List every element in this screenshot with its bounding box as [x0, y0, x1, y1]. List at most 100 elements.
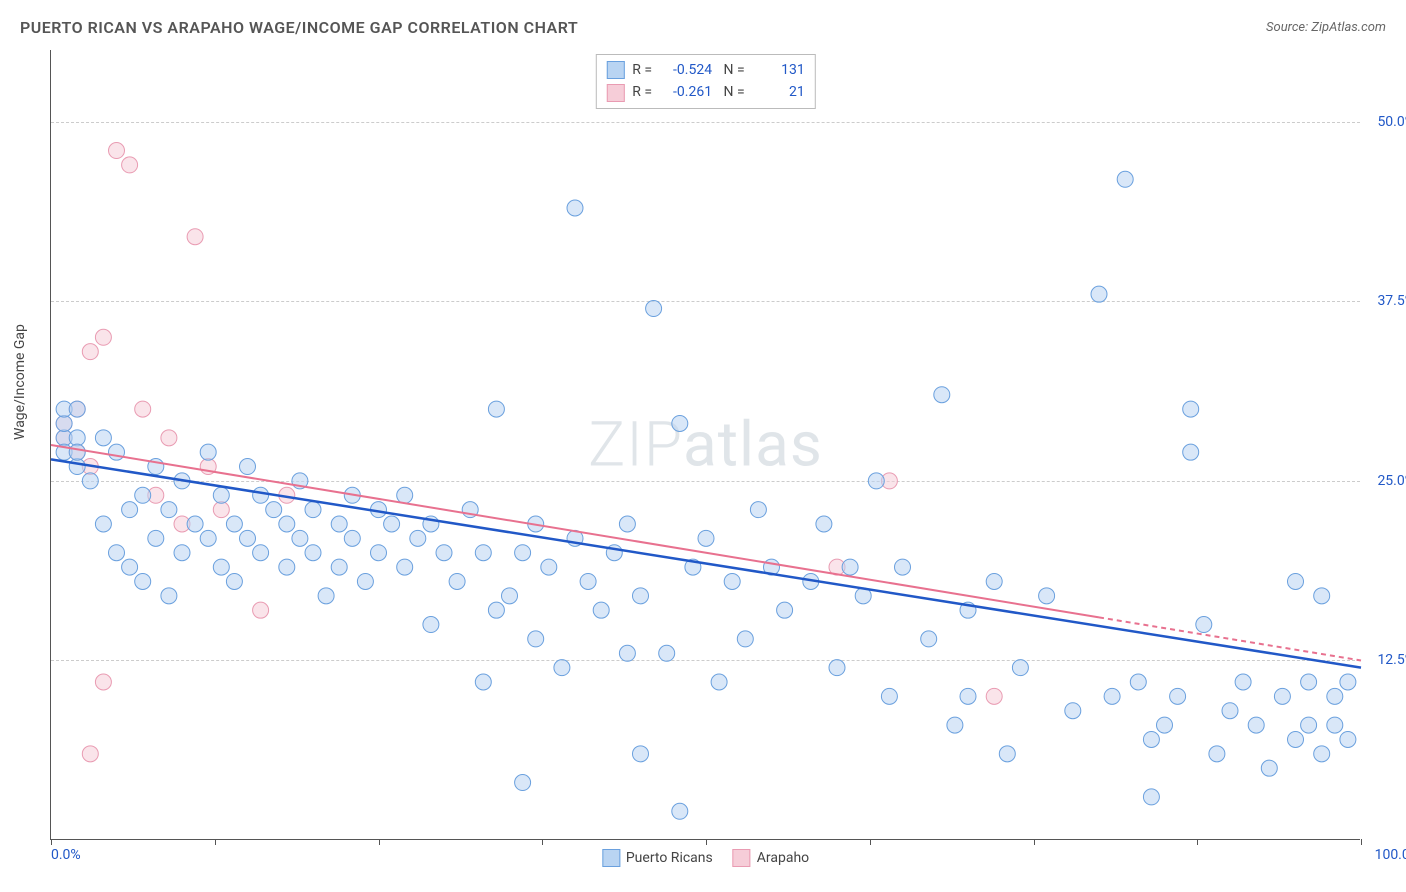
y-tick-label: 50.0%	[1377, 114, 1406, 130]
scatter-svg	[51, 50, 1360, 839]
scatter-point-puerto_ricans	[541, 559, 557, 575]
scatter-point-puerto_ricans	[423, 617, 439, 633]
stats-row-puerto-ricans: R = -0.524 N = 131	[606, 59, 804, 81]
scatter-point-puerto_ricans	[331, 559, 347, 575]
scatter-point-puerto_ricans	[1301, 674, 1317, 690]
stats-legend-box: R = -0.524 N = 131 R = -0.261 N = 21	[595, 54, 815, 109]
scatter-point-puerto_ricans	[488, 602, 504, 618]
scatter-point-puerto_ricans	[1340, 674, 1356, 690]
scatter-point-puerto_ricans	[1235, 674, 1251, 690]
scatter-point-puerto_ricans	[305, 545, 321, 561]
scatter-point-puerto_ricans	[135, 573, 151, 589]
scatter-point-puerto_ricans	[56, 415, 72, 431]
scatter-point-puerto_ricans	[515, 775, 531, 791]
y-axis-label: Wage/Income Gap	[12, 324, 28, 440]
scatter-point-puerto_ricans	[397, 487, 413, 503]
scatter-point-puerto_ricans	[1104, 688, 1120, 704]
x-tick	[870, 839, 871, 845]
scatter-point-arapaho	[82, 344, 98, 360]
scatter-point-puerto_ricans	[1340, 731, 1356, 747]
scatter-point-puerto_ricans	[502, 588, 518, 604]
bottom-legend: Puerto Ricans Arapaho	[602, 849, 809, 867]
x-tick	[1361, 839, 1362, 845]
scatter-point-puerto_ricans	[161, 588, 177, 604]
scatter-point-puerto_ricans	[1170, 688, 1186, 704]
scatter-point-puerto_ricans	[646, 301, 662, 317]
scatter-point-puerto_ricans	[554, 660, 570, 676]
scatter-point-puerto_ricans	[1314, 746, 1330, 762]
scatter-point-puerto_ricans	[240, 530, 256, 546]
scatter-point-puerto_ricans	[69, 401, 85, 417]
scatter-point-puerto_ricans	[921, 631, 937, 647]
chart-title: PUERTO RICAN VS ARAPAHO WAGE/INCOME GAP …	[20, 18, 578, 37]
scatter-point-puerto_ricans	[240, 459, 256, 475]
scatter-point-puerto_ricans	[226, 516, 242, 532]
stats-row-arapaho: R = -0.261 N = 21	[606, 81, 804, 103]
scatter-point-puerto_ricans	[816, 516, 832, 532]
scatter-point-puerto_ricans	[69, 459, 85, 475]
scatter-point-puerto_ricans	[633, 588, 649, 604]
x-tick	[379, 839, 380, 845]
scatter-point-puerto_ricans	[960, 688, 976, 704]
scatter-point-puerto_ricans	[724, 573, 740, 589]
scatter-point-puerto_ricans	[842, 559, 858, 575]
scatter-point-puerto_ricans	[279, 559, 295, 575]
scatter-point-puerto_ricans	[331, 516, 347, 532]
scatter-point-puerto_ricans	[148, 530, 164, 546]
scatter-point-arapaho	[187, 229, 203, 245]
scatter-point-puerto_ricans	[1130, 674, 1146, 690]
scatter-point-arapaho	[95, 329, 111, 345]
scatter-point-puerto_ricans	[777, 602, 793, 618]
swatch-arapaho	[606, 84, 624, 102]
legend-item-arapaho: Arapaho	[733, 849, 809, 867]
swatch-puerto-ricans-bottom	[602, 849, 620, 867]
scatter-point-puerto_ricans	[1327, 717, 1343, 733]
scatter-point-puerto_ricans	[999, 746, 1015, 762]
scatter-point-puerto_ricans	[161, 502, 177, 518]
x-tick	[706, 839, 707, 845]
n-value-arapaho: 21	[753, 81, 805, 103]
scatter-point-puerto_ricans	[1314, 588, 1330, 604]
scatter-point-puerto_ricans	[266, 502, 282, 518]
plot-area: ZIPatlas 12.5%25.0%37.5%50.0% 0.0% 100.0…	[50, 50, 1360, 840]
scatter-point-arapaho	[253, 602, 269, 618]
scatter-point-puerto_ricans	[1183, 444, 1199, 460]
scatter-point-puerto_ricans	[528, 631, 544, 647]
chart-source: Source: ZipAtlas.com	[1266, 20, 1386, 35]
x-tick	[542, 839, 543, 845]
scatter-point-puerto_ricans	[82, 473, 98, 489]
scatter-point-puerto_ricans	[1012, 660, 1028, 676]
scatter-point-puerto_ricans	[1196, 617, 1212, 633]
scatter-point-puerto_ricans	[371, 545, 387, 561]
scatter-point-puerto_ricans	[1327, 688, 1343, 704]
scatter-point-puerto_ricans	[200, 444, 216, 460]
scatter-point-puerto_ricans	[226, 573, 242, 589]
scatter-point-puerto_ricans	[122, 502, 138, 518]
x-tick	[51, 839, 52, 845]
scatter-point-puerto_ricans	[1248, 717, 1264, 733]
scatter-point-puerto_ricans	[1039, 588, 1055, 604]
scatter-point-puerto_ricans	[593, 602, 609, 618]
scatter-point-puerto_ricans	[1301, 717, 1317, 733]
scatter-point-puerto_ricans	[109, 545, 125, 561]
scatter-point-puerto_ricans	[1183, 401, 1199, 417]
scatter-point-puerto_ricans	[187, 516, 203, 532]
scatter-point-puerto_ricans	[410, 530, 426, 546]
scatter-point-puerto_ricans	[318, 588, 334, 604]
scatter-point-puerto_ricans	[213, 487, 229, 503]
scatter-point-puerto_ricans	[633, 746, 649, 762]
scatter-point-puerto_ricans	[436, 545, 452, 561]
scatter-point-puerto_ricans	[580, 573, 596, 589]
scatter-point-puerto_ricans	[344, 530, 360, 546]
y-tick-label: 25.0%	[1377, 473, 1406, 489]
scatter-point-puerto_ricans	[253, 487, 269, 503]
r-value-arapaho: -0.261	[660, 81, 712, 103]
scatter-point-puerto_ricans	[292, 530, 308, 546]
scatter-point-puerto_ricans	[95, 516, 111, 532]
scatter-point-puerto_ricans	[750, 502, 766, 518]
scatter-point-puerto_ricans	[1143, 731, 1159, 747]
scatter-point-puerto_ricans	[619, 516, 635, 532]
scatter-point-puerto_ricans	[305, 502, 321, 518]
y-tick-label: 37.5%	[1377, 293, 1406, 309]
scatter-point-puerto_ricans	[109, 444, 125, 460]
